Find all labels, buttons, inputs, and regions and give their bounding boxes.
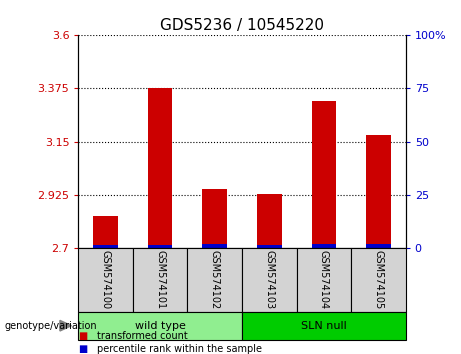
Bar (94, 245, 118, 248)
Text: percentile rank within the sample: percentile rank within the sample (97, 344, 262, 354)
Text: genotype/variation: genotype/variation (5, 321, 97, 331)
Bar (133, 248, 188, 312)
Bar (366, 244, 390, 248)
Bar (351, 248, 406, 312)
Bar (148, 245, 172, 248)
Bar (148, 88, 172, 248)
Bar (202, 189, 227, 248)
Text: SLN null: SLN null (301, 321, 347, 331)
Bar (188, 248, 242, 312)
Text: ■: ■ (78, 344, 88, 354)
Title: GDS5236 / 10545220: GDS5236 / 10545220 (160, 18, 324, 33)
Bar (94, 216, 118, 248)
Bar (312, 244, 336, 248)
Text: ■: ■ (78, 331, 88, 341)
Text: wild type: wild type (135, 321, 186, 331)
Bar (296, 248, 351, 312)
Bar (78, 248, 133, 312)
Text: GSM574103: GSM574103 (264, 250, 274, 309)
Text: GSM574102: GSM574102 (210, 250, 220, 309)
Bar (242, 312, 406, 340)
Text: GSM574104: GSM574104 (319, 250, 329, 309)
Text: GSM574105: GSM574105 (373, 250, 384, 309)
Bar (202, 244, 227, 248)
Bar (257, 245, 282, 248)
Bar (78, 312, 242, 340)
Bar (366, 135, 390, 248)
Bar (257, 194, 282, 248)
Bar (312, 102, 336, 248)
Text: transformed count: transformed count (97, 331, 188, 341)
Text: GSM574100: GSM574100 (100, 250, 111, 309)
Text: GSM574101: GSM574101 (155, 250, 165, 309)
Bar (242, 248, 296, 312)
